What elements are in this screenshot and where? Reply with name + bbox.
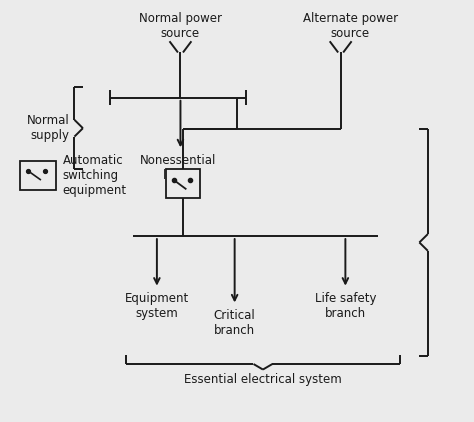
Text: Critical
branch: Critical branch [214,308,255,337]
Text: Automatic
switching
equipment: Automatic switching equipment [63,154,127,197]
Text: Life safety
branch: Life safety branch [315,292,376,320]
Bar [20,161,55,190]
Text: Normal
supply: Normal supply [27,114,70,142]
Text: Equipment
system: Equipment system [125,292,189,320]
Text: Nonessential
loads: Nonessential loads [140,154,216,182]
Text: Alternate power
source: Alternate power source [302,12,398,40]
Text: Normal power
source: Normal power source [139,12,222,40]
Bar [166,170,200,198]
Text: Essential electrical system: Essential electrical system [184,373,342,386]
